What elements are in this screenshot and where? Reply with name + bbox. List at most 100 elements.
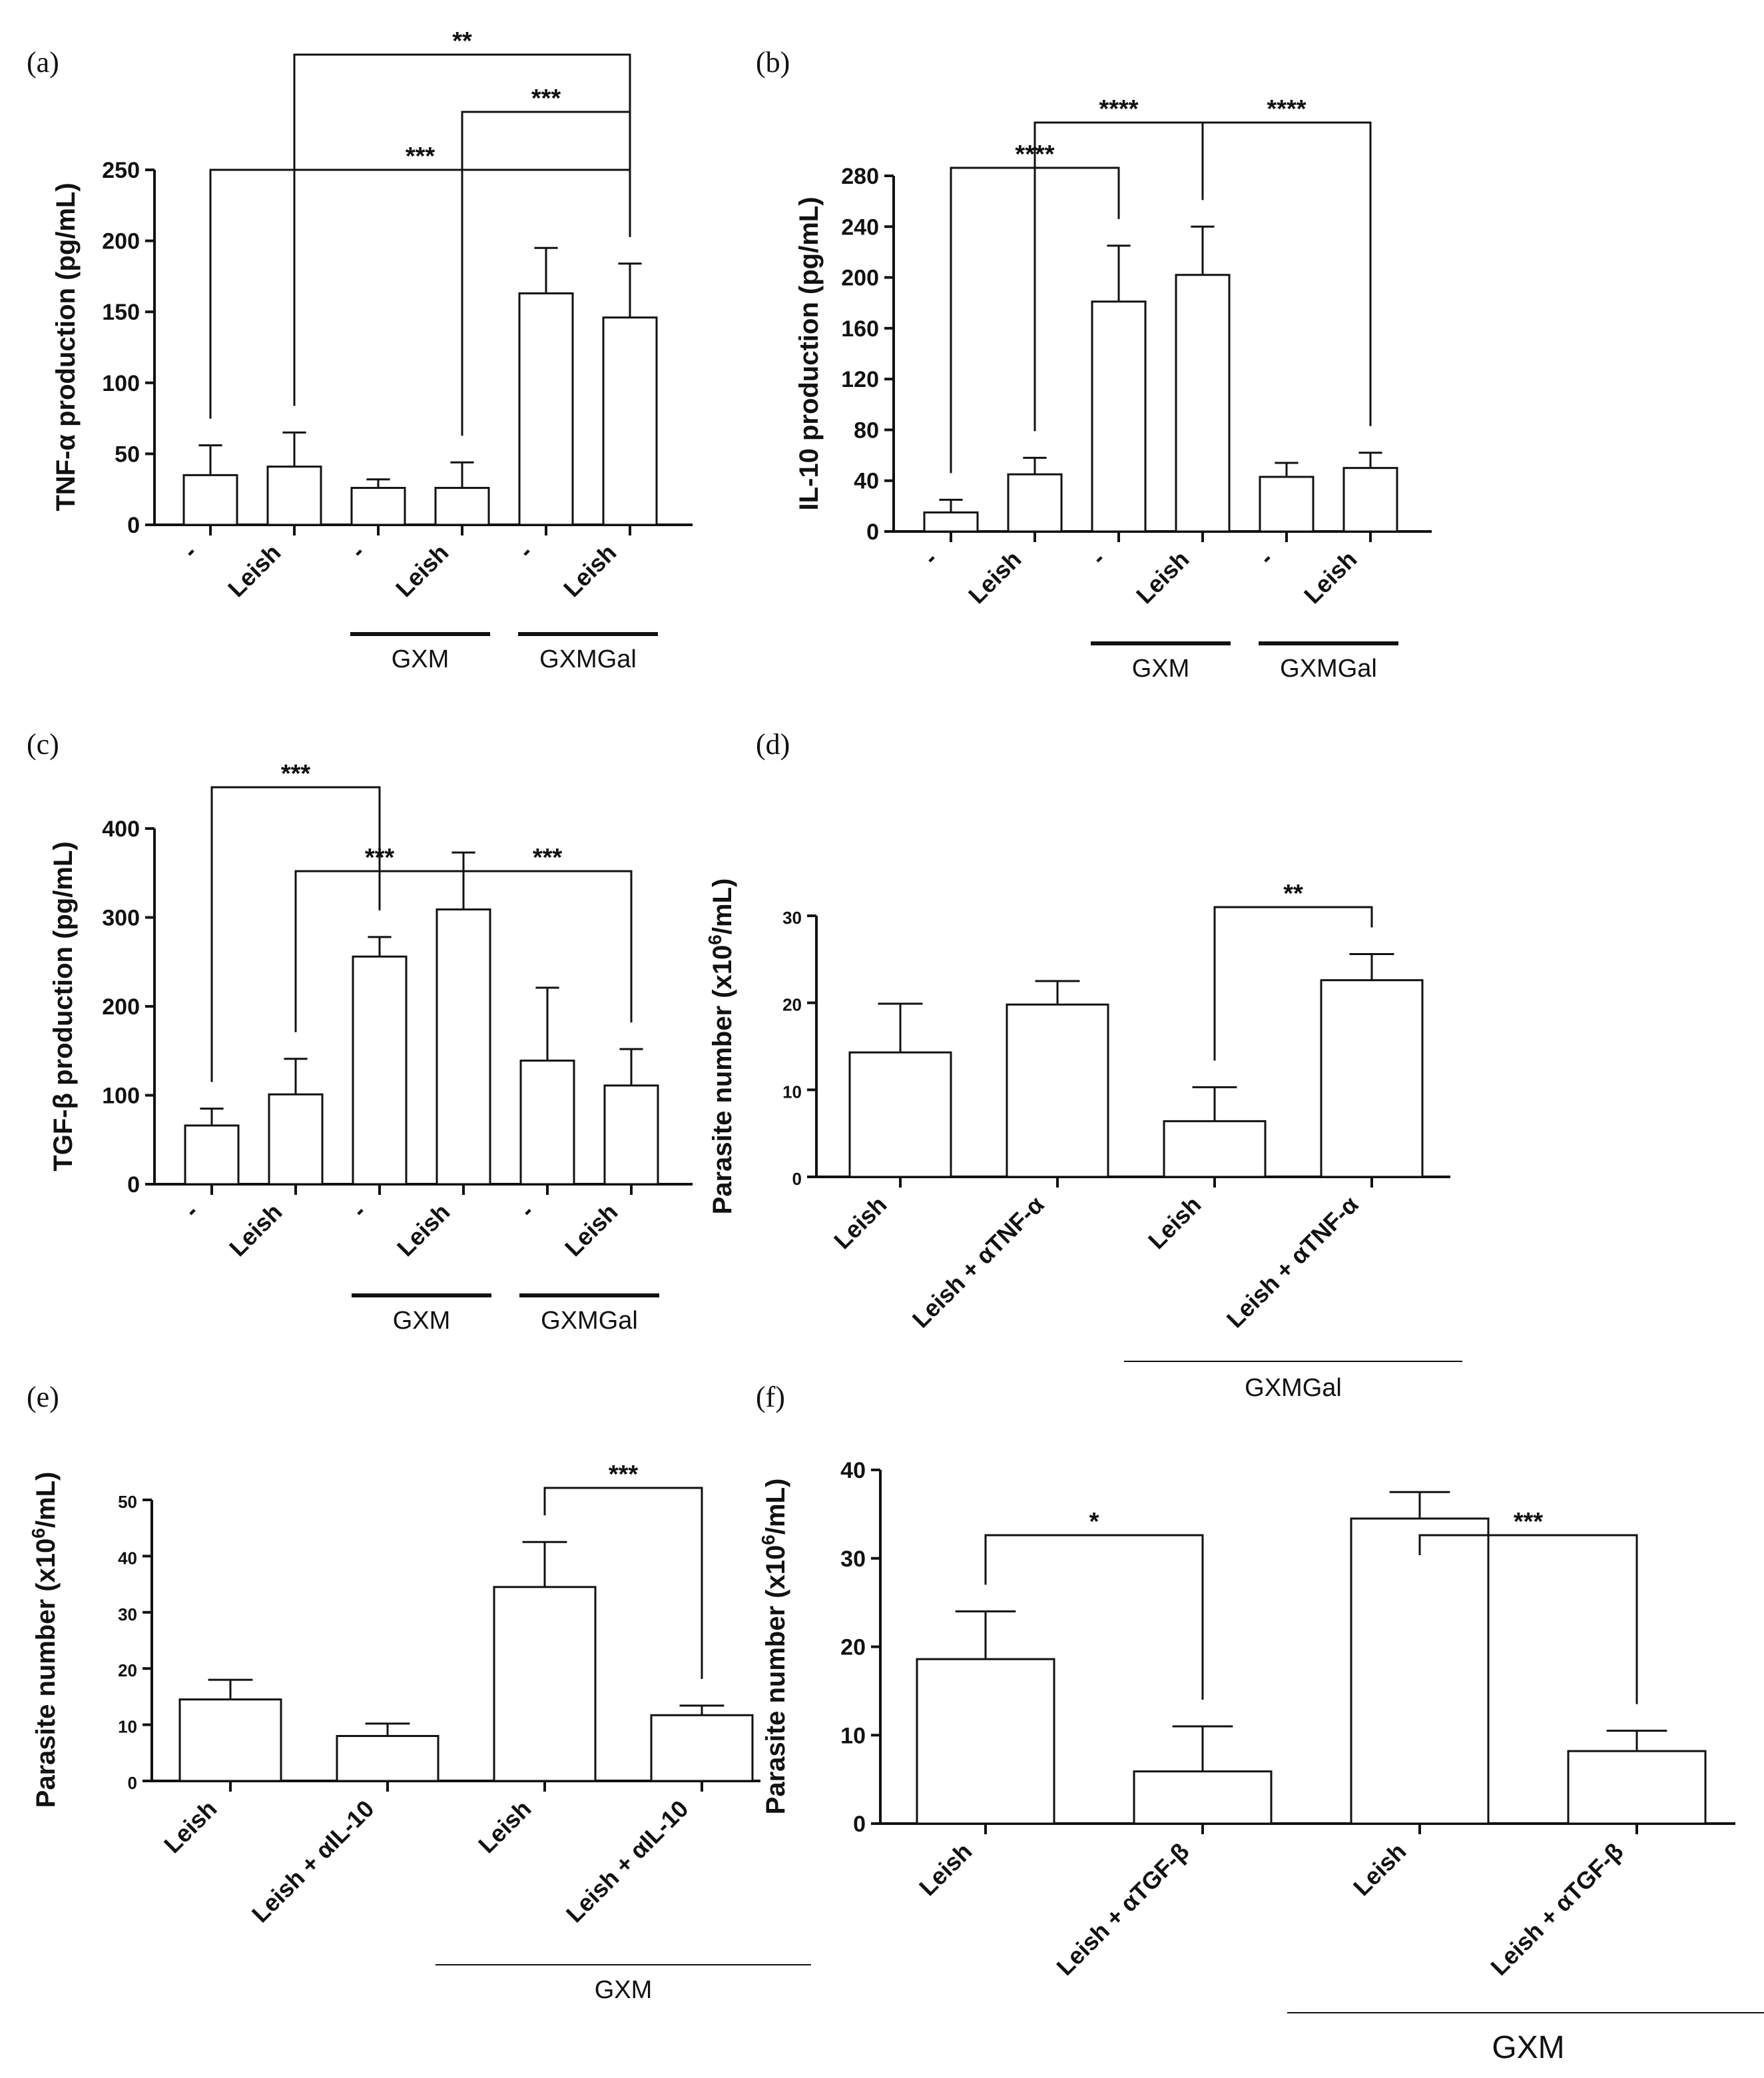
panel-label: (d) [756,728,790,761]
panel-c: (c) TGF-β production (pg/mL) 0 100 200 300 400… [27,728,693,1335]
bar [848,1051,952,1178]
y-tick-label: 0 [127,513,140,538]
bar [1567,1750,1707,1825]
panel-label: (b) [756,46,790,79]
y-tick-label: 100 [102,1084,140,1109]
significance-label: *** [609,1461,639,1489]
x-tick-label: Leish + αIL-10 [561,1795,694,1928]
group-label: GXMGal [1280,655,1377,683]
bar [268,1093,324,1186]
bar [1320,979,1424,1178]
x-tick-label: Leish [392,1198,455,1261]
bar [266,466,322,526]
bar [1350,1517,1490,1825]
bar [436,908,491,1186]
group-label: GXM [1492,2030,1564,2065]
x-tick-label: Leish + αTGF-β [1485,1838,1628,1981]
y-axis-label: TNF-α production (pg/mL) [51,182,81,511]
y-tick-label: 240 [841,214,879,240]
bar [1133,1770,1273,1825]
y-tick-label: 0 [866,520,879,545]
y-tick-label: 0 [128,1773,137,1793]
x-tick-label: Leish [1348,1838,1411,1901]
significance-bracket [1201,121,1372,426]
significance-label: *** [531,85,561,113]
significance-bracket [462,870,633,1023]
y-tick-label: 0 [853,1812,866,1837]
y-tick-label: 280 [841,164,879,189]
significance-bracket [210,786,381,1082]
panel-e: (e) Parasite number (x106/mL) 0 10 20 30 40 50 L… [27,1381,811,2004]
bar [1175,274,1231,533]
significance-bracket [209,169,631,419]
x-tick-label: - [513,539,537,563]
y-tick-label: 0 [127,1172,140,1198]
panel-label: (e) [27,1381,59,1413]
significance-label: *** [1514,1508,1544,1536]
y-tick-label: 300 [102,906,140,931]
panel-f: (f) Parasite number (x106/mL) 0 10 20 30 40 Lei… [756,1381,1764,2065]
x-tick-label: - [514,1198,539,1223]
panel-label: (c) [27,728,59,761]
panel-d: (d) Parasite number (x106/mL) 0 10 20 30 Leish… [705,728,1462,1402]
y-tick-label: 160 [841,316,879,342]
bar [1259,476,1315,533]
bar [519,1059,575,1186]
bar [1163,1120,1267,1178]
bar [650,1714,754,1782]
significance-label: ** [1283,880,1303,908]
group-label: GXM [393,1307,451,1335]
bar [603,1084,659,1186]
significance-label: **** [1099,95,1138,123]
significance-bracket [984,1534,1204,1700]
y-tick-label: 30 [840,1547,866,1572]
x-tick-label: Leish [559,1198,623,1261]
bar [1006,1003,1109,1178]
significance-label: *** [406,143,436,171]
x-tick-label: Leish [473,1795,536,1858]
y-tick-label: 10 [840,1723,866,1748]
x-tick-label: - [918,545,942,570]
y-tick-label: 100 [102,371,140,396]
significance-label: ** [452,27,472,55]
bar [1342,467,1398,533]
x-tick-label: Leish [828,1191,892,1254]
y-tick-label: 400 [102,817,140,842]
x-tick-label: Leish + αTNF-α [907,1191,1049,1333]
x-tick-label: Leish [558,539,621,602]
x-tick-label: Leish + αIL-10 [246,1795,380,1928]
x-tick-label: Leish [914,1838,977,1901]
x-tick-label: Leish [1131,545,1194,609]
y-axis-label: Parasite number (x106/mL) [758,1479,791,1815]
y-tick-label: 200 [841,266,879,291]
x-tick-label: - [177,539,202,563]
significance-label: *** [533,844,563,872]
y-axis-label: Parasite number (x106/mL) [705,878,738,1215]
group-label: GXMGal [539,645,637,673]
y-tick-label: 10 [118,1717,137,1737]
y-tick-label: 80 [854,418,879,443]
x-tick-label: Leish + αTNF-α [1221,1191,1364,1333]
bar [493,1586,597,1782]
bar [352,955,408,1186]
y-tick-label: 10 [782,1082,802,1102]
y-tick-label: 20 [840,1635,866,1660]
bar [434,487,490,526]
y-tick-label: 0 [792,1169,802,1189]
x-tick-label: - [345,539,370,563]
panel-a: (a) TNF-α production (pg/mL) 0 50 100 150 200 2… [27,27,693,673]
y-axis-label: IL-10 production (pg/mL) [794,196,824,510]
y-tick-label: 200 [102,994,140,1020]
x-tick-label: - [178,1198,203,1223]
bar [178,1698,282,1782]
y-tick-label: 200 [102,229,140,254]
y-tick-label: 250 [102,158,140,183]
significance-bracket [950,167,1120,474]
bar [1007,473,1063,533]
panel-label: (a) [27,46,59,79]
y-tick-label: 50 [115,442,140,467]
bar [923,511,979,533]
significance-bracket [1213,906,1373,1061]
y-tick-label: 150 [102,300,140,325]
